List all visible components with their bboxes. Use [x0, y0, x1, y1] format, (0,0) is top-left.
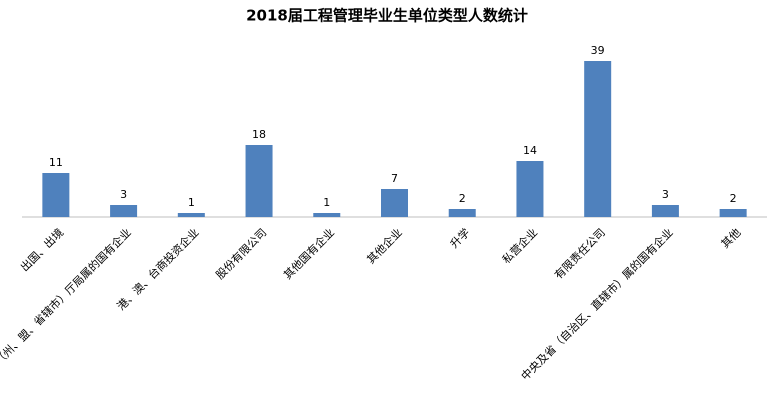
bar — [448, 209, 476, 217]
bar — [719, 209, 747, 217]
chart-title: 2018届工程管理毕业生单位类型人数统计 — [246, 7, 528, 25]
value-label: 1 — [323, 196, 330, 209]
x-tick-label: 中央及省（自治区、直辖市）属的国有企业 — [518, 225, 676, 383]
value-label: 2 — [730, 192, 737, 205]
value-label: 3 — [120, 188, 127, 201]
x-tick-label: 升学 — [447, 225, 472, 250]
bar — [584, 61, 612, 217]
value-label: 39 — [591, 44, 605, 57]
value-label: 7 — [391, 172, 398, 185]
x-tick-label: 出国、出境 — [17, 225, 66, 274]
bar — [651, 205, 679, 217]
x-tick-label: 有限责任公司 — [551, 225, 608, 282]
bar — [110, 205, 138, 217]
bar — [381, 189, 408, 217]
value-label: 18 — [252, 128, 266, 141]
value-label: 3 — [662, 188, 669, 201]
bar — [313, 213, 341, 217]
bar — [42, 173, 70, 217]
bar — [177, 213, 205, 217]
value-label: 14 — [523, 144, 537, 157]
x-tick-label: 其他国有企业 — [280, 225, 337, 282]
bar — [245, 145, 273, 217]
x-tick-label: 其他 — [719, 226, 744, 251]
value-label: 11 — [49, 156, 63, 169]
value-label: 2 — [459, 192, 466, 205]
x-tick-label: 其他企业 — [364, 225, 405, 266]
bar — [516, 161, 544, 217]
x-tick-label: 股份有限公司 — [213, 225, 270, 282]
x-tick-label: 私营企业 — [499, 225, 540, 266]
value-label: 1 — [188, 196, 195, 209]
